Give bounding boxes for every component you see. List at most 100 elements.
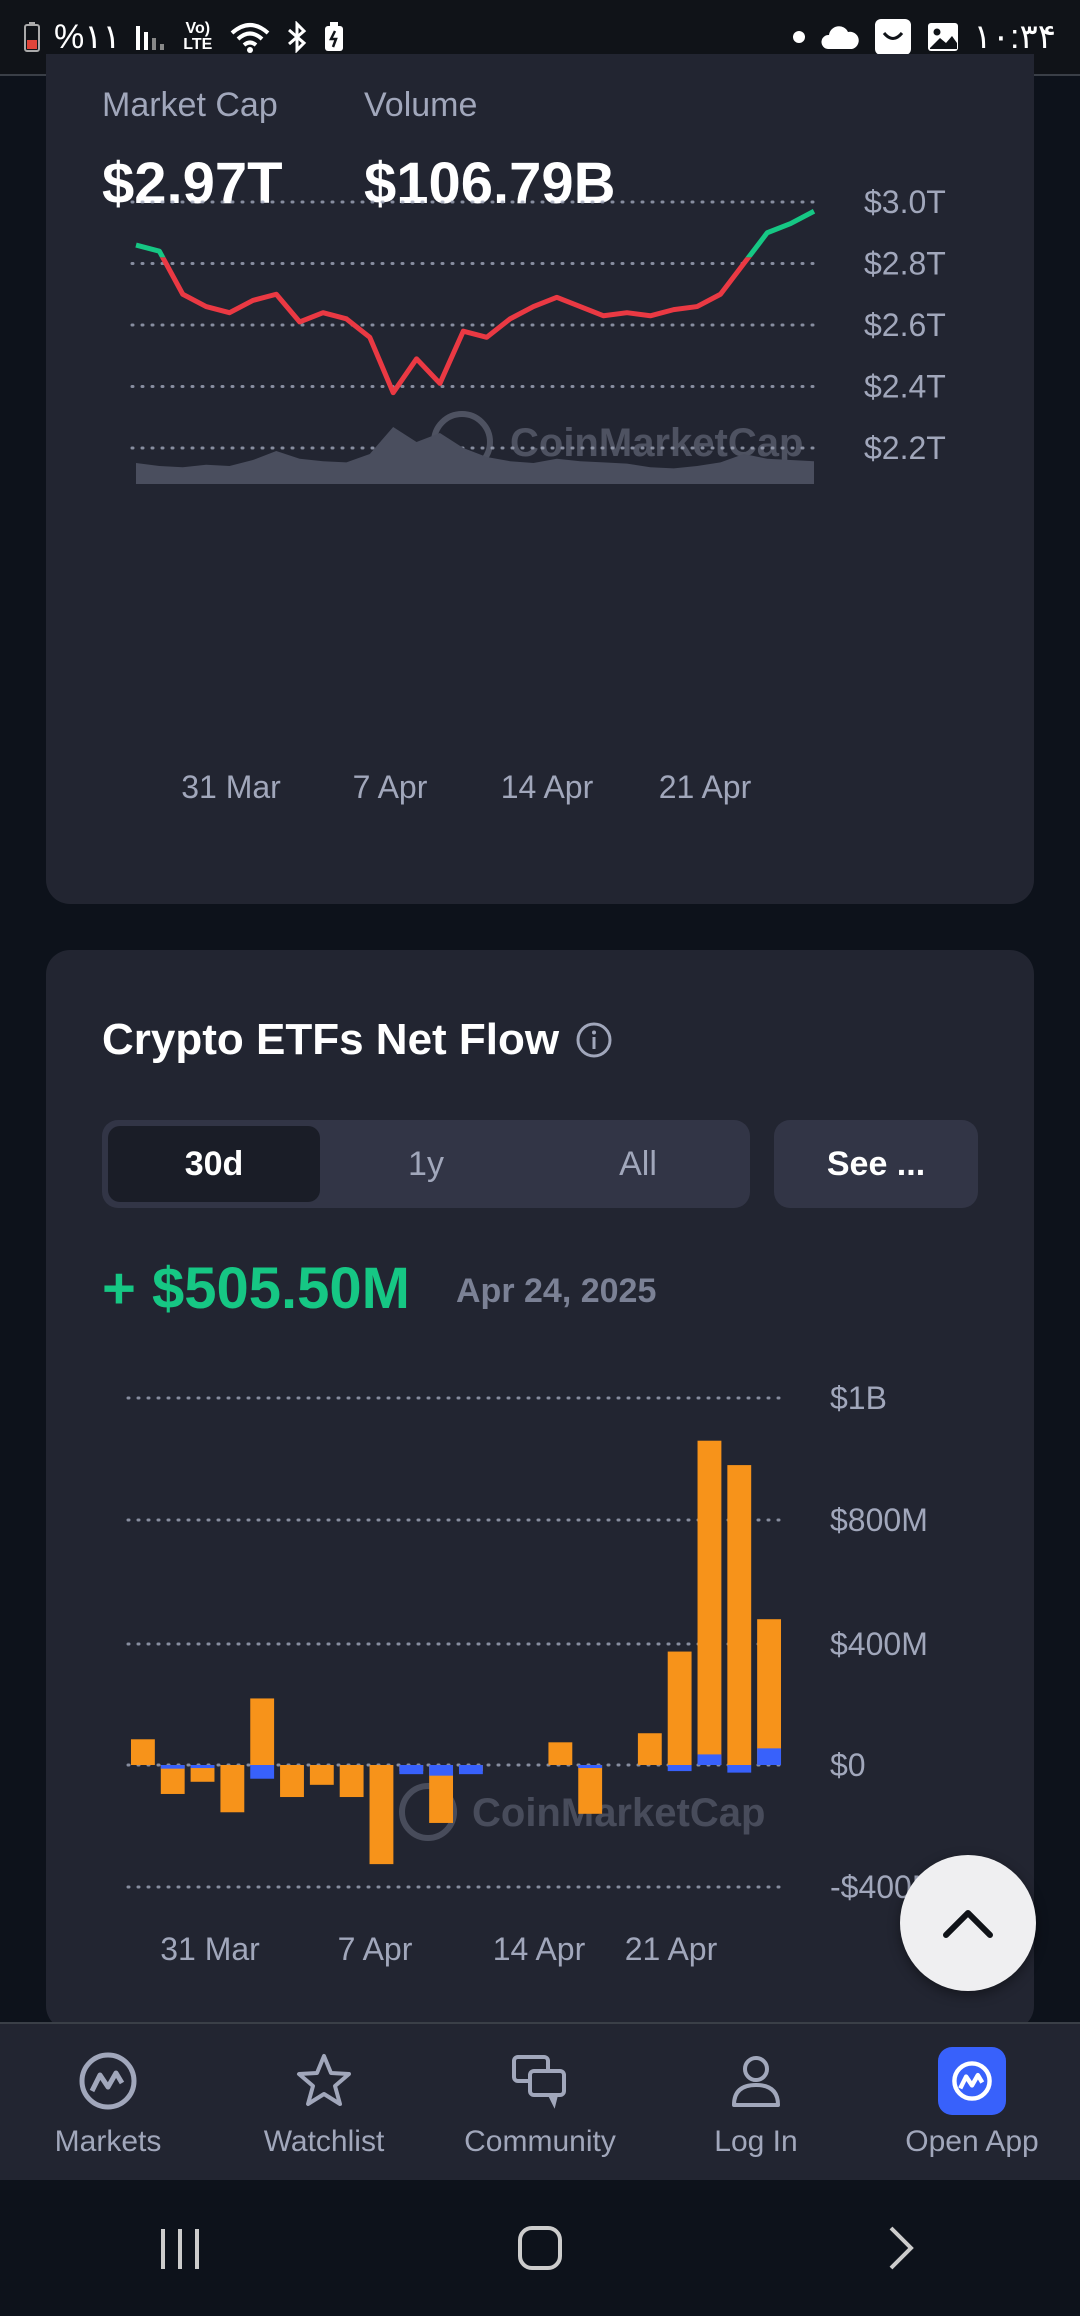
y-tick-label: $0	[830, 1747, 866, 1783]
etf-title-row: Crypto ETFs Net Flow	[102, 1015, 613, 1065]
bar-orange	[309, 1765, 334, 1785]
nav-watchlist-label: Watchlist	[263, 2125, 385, 2158]
market-cap-card: Market Cap $2.97T Volume $106.79B $3.0T $…	[46, 54, 1034, 904]
market-cap-chart: $3.0T $2.8T $2.6T $2.4T $2.2T CoinMarketCap 31…	[130, 184, 946, 805]
battery-percent: %۱۱	[54, 18, 121, 56]
x-tick-label: 31 Mar	[181, 769, 281, 805]
bar-orange	[429, 1765, 454, 1823]
bar-orange	[250, 1698, 275, 1765]
y-tick-label: $2.6T	[864, 307, 946, 343]
tab-all[interactable]: All	[619, 1144, 657, 1183]
bar-orange	[757, 1619, 782, 1765]
bar-orange	[578, 1765, 603, 1814]
bar-orange	[727, 1465, 752, 1765]
lte-label: Vo) LTE	[183, 20, 213, 53]
bar-orange	[637, 1733, 662, 1765]
recent-apps-button[interactable]	[120, 2198, 240, 2298]
bar-blue	[429, 1765, 454, 1776]
x-tick-label: 21 Apr	[625, 1931, 718, 1967]
price-line-up	[135, 209, 816, 258]
y-tick-label: $400M	[830, 1626, 928, 1662]
x-tick-label: 14 Apr	[501, 769, 594, 805]
chat-bubbles-icon	[510, 2047, 570, 2115]
x-tick-label: 7 Apr	[338, 1931, 413, 1967]
nav-community-label: Community	[464, 2125, 616, 2158]
signal-icon	[135, 22, 167, 52]
back-button[interactable]	[840, 2198, 960, 2298]
volume-area	[136, 427, 814, 484]
bar-blue	[190, 1765, 215, 1769]
bar-orange	[160, 1765, 185, 1794]
watermark: CoinMarketCap	[399, 1783, 765, 1841]
nav-community[interactable]: Community	[432, 2024, 648, 2182]
bar-blue	[757, 1748, 782, 1765]
bar-blue	[727, 1765, 752, 1773]
status-time: ۱۰:۳۴	[973, 18, 1057, 56]
battery-icon	[24, 22, 40, 52]
bar-orange	[280, 1765, 304, 1798]
bar-blue	[667, 1765, 692, 1772]
watermark-logo-icon	[399, 1783, 457, 1841]
x-tick-label: 31 Mar	[160, 1931, 260, 1967]
y-tick-label: $1B	[830, 1380, 887, 1416]
chevron-up-icon	[943, 1910, 993, 1938]
x-tick-label: 7 Apr	[353, 769, 428, 805]
bar-orange	[339, 1765, 364, 1798]
coinmarketcap-logo-icon	[78, 2047, 138, 2115]
battery-saver-icon	[323, 21, 345, 53]
home-icon	[518, 2226, 562, 2270]
star-icon	[294, 2047, 354, 2115]
bar-orange	[220, 1765, 245, 1813]
app-notification-icon	[874, 18, 912, 56]
dot-icon	[792, 30, 806, 44]
open-app-icon	[938, 2047, 1006, 2115]
scroll-to-top-button[interactable]	[900, 1855, 1036, 1991]
lte-icon: Vo) LTE	[181, 21, 215, 53]
bar-blue	[458, 1765, 483, 1775]
bar-orange	[548, 1742, 573, 1765]
tab-1y[interactable]: 1y	[408, 1144, 444, 1183]
market-cap-label: Market Cap	[102, 86, 278, 124]
nav-login-label: Log In	[714, 2125, 798, 2158]
x-tick-label: 21 Apr	[659, 769, 752, 805]
volume-value: $106.79B	[364, 151, 616, 216]
see-more-button[interactable]: See ...	[774, 1120, 978, 1208]
chevron-right-icon	[889, 2226, 914, 2270]
bar-blue	[399, 1765, 424, 1775]
etf-title: Crypto ETFs Net Flow	[102, 1015, 560, 1064]
nav-markets[interactable]: Markets	[0, 2024, 216, 2182]
info-icon[interactable]	[575, 1021, 613, 1059]
bar-orange	[369, 1765, 394, 1865]
net-flow-date: Apr 24, 2025	[456, 1272, 657, 1310]
price-line-down	[159, 257, 752, 396]
wifi-icon	[229, 21, 271, 53]
nav-watchlist[interactable]: Watchlist	[216, 2024, 432, 2182]
y-tick-label: $3.0T	[864, 184, 946, 220]
time-range-tabs: 30d 1y All	[102, 1120, 750, 1208]
y-tick-label: $2.4T	[864, 369, 946, 405]
watermark: CoinMarketCap	[431, 411, 803, 473]
bar-orange	[130, 1739, 155, 1765]
tab-30d[interactable]: 30d	[108, 1126, 320, 1202]
system-nav-bar	[0, 2180, 1080, 2316]
nav-markets-label: Markets	[54, 2125, 162, 2158]
bar-blue	[160, 1765, 185, 1769]
image-icon	[926, 21, 960, 53]
net-flow-value: + $505.50M	[102, 1256, 410, 1321]
nav-login[interactable]: Log In	[648, 2024, 864, 2182]
user-icon	[726, 2047, 786, 2115]
home-button[interactable]	[480, 2198, 600, 2298]
bottom-nav: Markets Watchlist Community Log In Open …	[0, 2022, 1080, 2182]
x-tick-label: 14 Apr	[493, 1931, 586, 1967]
volume-label: Volume	[364, 86, 478, 124]
bar-blue	[697, 1754, 722, 1765]
bar-blue	[578, 1765, 603, 1769]
watermark-text: CoinMarketCap	[472, 1791, 765, 1835]
market-cap-value: $2.97T	[102, 151, 283, 216]
bar-blue	[250, 1765, 275, 1779]
etf-net-flow-card: Crypto ETFs Net Flow 30d 1y All See ... …	[46, 950, 1034, 2030]
y-tick-label: $2.2T	[864, 430, 946, 466]
cloud-icon	[820, 23, 860, 51]
bar-orange	[667, 1651, 692, 1765]
nav-open-app[interactable]: Open App	[864, 2024, 1080, 2182]
